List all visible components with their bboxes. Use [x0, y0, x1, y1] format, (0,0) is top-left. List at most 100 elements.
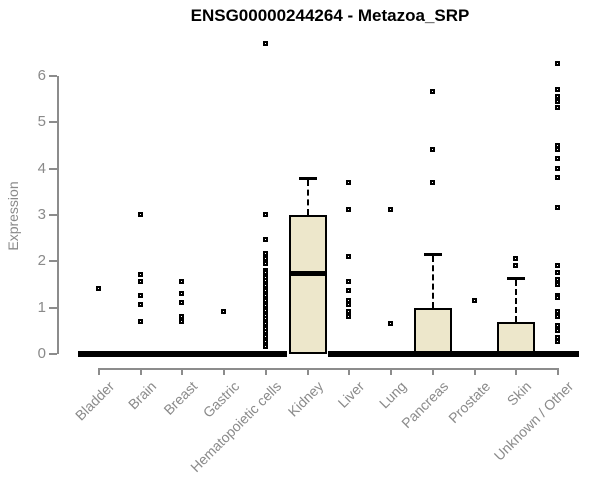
outlier-point	[137, 293, 143, 299]
box	[288, 215, 327, 354]
outlier-point	[96, 286, 101, 292]
outlier-point	[346, 179, 352, 185]
x-tick-label: Skin	[504, 378, 535, 409]
outlier-point	[554, 105, 560, 111]
outlier-point	[554, 86, 560, 92]
outlier-point	[554, 93, 560, 99]
y-axis-line	[57, 76, 59, 354]
collapsed-box	[119, 351, 162, 357]
y-tick-label: 1	[37, 298, 46, 316]
collapsed-box	[203, 351, 246, 357]
collapsed-box	[370, 351, 413, 357]
x-tick-label: Brain	[124, 378, 160, 413]
outlier-point	[262, 251, 268, 257]
y-tick	[49, 353, 57, 355]
y-tick	[49, 167, 57, 170]
outlier-point	[554, 309, 560, 315]
y-tick-label: 5	[37, 113, 46, 131]
outlier-point	[137, 272, 143, 278]
outlier-point	[346, 309, 352, 315]
outlier-point	[513, 262, 519, 268]
outlier-point	[554, 295, 560, 301]
outlier-point	[554, 205, 560, 211]
outlier-point	[179, 290, 185, 296]
y-tick	[49, 306, 57, 309]
outlier-point	[554, 262, 560, 268]
outlier-point	[554, 334, 560, 340]
outlier-point	[137, 302, 143, 308]
x-tick-label: Bladder	[71, 378, 118, 424]
outlier-point	[262, 256, 268, 262]
y-tick	[49, 214, 57, 216]
outlier-point	[179, 300, 185, 306]
outlier-point	[471, 297, 477, 303]
x-tick	[223, 368, 226, 375]
x-tick-label: Liver	[334, 378, 368, 411]
chart-title: ENSG00000244264 - Metazoa_SRP	[190, 6, 470, 25]
outlier-point	[346, 297, 352, 303]
x-tick	[556, 368, 559, 375]
median-line	[411, 351, 454, 357]
outlier-point	[137, 279, 143, 285]
whisker	[306, 179, 309, 215]
collapsed-box	[78, 351, 120, 357]
x-tick	[348, 368, 351, 375]
y-tick-label: 2	[37, 252, 46, 270]
y-tick-label: 3	[37, 206, 46, 223]
x-tick	[306, 368, 309, 375]
y-tick	[49, 121, 57, 124]
outlier-point	[554, 281, 560, 287]
x-tick-label: Kidney	[284, 378, 326, 420]
outlier-point	[429, 147, 435, 153]
x-tick	[431, 368, 434, 375]
collapsed-box	[453, 351, 496, 357]
collapsed-box	[161, 351, 204, 357]
whisker-cap	[423, 253, 442, 257]
outlier-point	[554, 327, 560, 333]
outlier-point	[346, 288, 352, 294]
x-tick	[139, 368, 142, 375]
x-tick-label: Prostate	[444, 378, 493, 427]
outlier-point	[554, 147, 560, 153]
outlier-point	[179, 318, 185, 324]
outlier-point	[554, 313, 560, 319]
x-axis-line	[99, 368, 558, 370]
outlier-point	[179, 313, 185, 319]
collapsed-box	[536, 351, 579, 357]
whisker-cap	[298, 176, 317, 180]
whisker-cap	[507, 276, 526, 280]
outlier-point	[137, 318, 143, 324]
outlier-point	[179, 279, 185, 285]
x-tick-label: Breast	[160, 378, 201, 418]
y-tick-label: 6	[37, 67, 46, 85]
x-tick	[181, 368, 184, 375]
outlier-point	[554, 156, 560, 162]
outlier-point	[388, 207, 394, 213]
y-tick	[49, 75, 57, 78]
outlier-point	[221, 309, 227, 315]
y-tick	[49, 260, 57, 263]
outlier-point	[554, 339, 560, 345]
outlier-point	[137, 212, 143, 217]
outlier-point	[554, 165, 560, 171]
box	[413, 307, 452, 354]
x-tick	[473, 368, 476, 375]
x-tick	[264, 368, 267, 375]
outlier-point	[262, 40, 268, 46]
outlier-point	[262, 237, 268, 243]
outlier-point	[513, 256, 519, 262]
x-tick-label: Unknown / Other	[490, 378, 577, 464]
median-line	[288, 270, 327, 276]
outlier-point	[346, 313, 352, 319]
outlier-point	[554, 276, 560, 282]
outlier-point	[262, 260, 268, 266]
whisker	[431, 256, 434, 308]
x-tick	[515, 368, 518, 375]
collapsed-box	[328, 351, 371, 357]
collapsed-box	[244, 351, 287, 357]
outlier-point	[388, 320, 394, 326]
outlier-point	[262, 212, 268, 217]
median-line	[495, 351, 538, 357]
